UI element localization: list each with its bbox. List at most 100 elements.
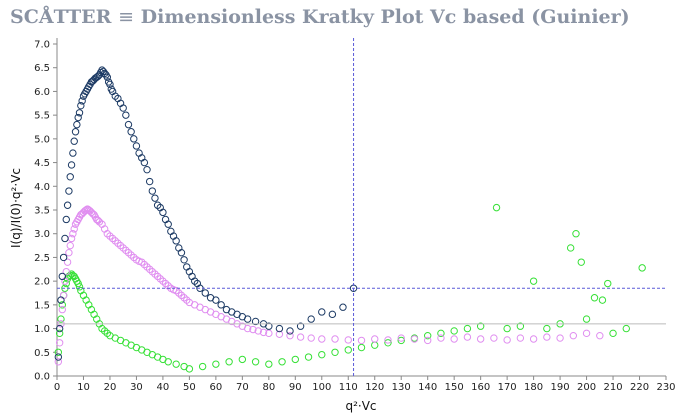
x-tick-label: 100 xyxy=(312,382,331,393)
data-point xyxy=(124,120,133,129)
data-point xyxy=(66,173,74,181)
data-point xyxy=(217,301,225,309)
data-point xyxy=(66,241,74,250)
x-tick-label: 160 xyxy=(471,382,490,393)
data-point xyxy=(437,334,445,342)
data-point xyxy=(463,324,472,333)
data-point xyxy=(185,365,194,373)
data-point xyxy=(140,158,149,167)
data-point xyxy=(304,353,313,361)
data-point xyxy=(516,334,525,342)
data-point xyxy=(503,324,511,333)
data-point xyxy=(55,339,64,347)
data-point xyxy=(384,339,392,347)
data-point xyxy=(384,336,392,344)
data-point xyxy=(172,237,180,245)
data-point xyxy=(65,187,73,195)
overlay-lines xyxy=(57,38,666,376)
data-point xyxy=(251,358,260,366)
data-point xyxy=(238,355,247,364)
data-point xyxy=(265,329,273,338)
data-point xyxy=(62,215,70,224)
data-point xyxy=(556,334,564,342)
data-point xyxy=(74,113,82,122)
data-point xyxy=(62,267,70,276)
data-point xyxy=(177,248,186,257)
data-point xyxy=(75,283,84,291)
data-point xyxy=(55,324,64,333)
data-point xyxy=(609,329,617,338)
data-point xyxy=(598,296,607,304)
y-tick-label: 4.0 xyxy=(34,182,50,193)
data-point xyxy=(529,335,538,343)
x-tick-label: 70 xyxy=(236,382,249,393)
data-point xyxy=(164,358,172,366)
data-point xyxy=(201,289,209,297)
x-tick-label: 210 xyxy=(603,382,622,393)
data-point xyxy=(397,334,405,342)
data-point xyxy=(596,331,604,340)
data-point xyxy=(397,336,405,345)
data-point xyxy=(61,234,69,243)
y-axis-label: I(q)/I(0)·q²·Vc xyxy=(9,168,23,248)
data-point xyxy=(74,279,82,288)
y-tick-label: 7.0 xyxy=(34,40,50,51)
data-point xyxy=(243,315,252,323)
data-point xyxy=(225,358,233,366)
data-point xyxy=(286,327,294,335)
y-tick-label: 4.5 xyxy=(34,158,50,169)
y-tick-label: 1.5 xyxy=(34,300,50,311)
y-tick-label: 3.0 xyxy=(34,229,50,240)
x-tick-label: 220 xyxy=(630,382,649,393)
data-point xyxy=(286,331,294,340)
x-tick-label: 180 xyxy=(524,382,543,393)
data-point xyxy=(582,315,591,323)
data-point xyxy=(71,128,80,136)
data-point xyxy=(130,135,138,143)
data-point xyxy=(423,336,432,345)
data-point xyxy=(198,362,207,371)
data-point xyxy=(151,194,159,202)
data-point xyxy=(212,296,220,304)
data-point xyxy=(543,333,551,341)
data-point xyxy=(54,353,63,361)
x-tick-label: 60 xyxy=(210,382,223,393)
data-point xyxy=(566,244,575,252)
data-point xyxy=(450,335,458,343)
data-point xyxy=(63,201,72,209)
data-point xyxy=(69,230,77,238)
y-tick-label: 5.0 xyxy=(34,134,50,145)
data-point xyxy=(344,346,352,354)
data-point xyxy=(66,271,74,280)
data-point xyxy=(127,128,135,136)
data-point xyxy=(328,310,337,319)
data-point xyxy=(344,336,352,344)
data-point xyxy=(275,324,284,333)
data-point xyxy=(55,329,64,338)
menu-lines-icon[interactable]: ≡ xyxy=(118,6,135,28)
data-point xyxy=(582,329,591,338)
data-point xyxy=(57,296,65,304)
x-tick-label: 80 xyxy=(262,382,275,393)
x-axis-label: q²·Vc xyxy=(345,399,376,413)
data-point xyxy=(638,264,646,272)
data-point xyxy=(251,317,260,326)
data-point xyxy=(604,279,612,288)
data-point xyxy=(159,208,167,217)
data-point xyxy=(132,142,141,150)
data-point xyxy=(259,328,268,337)
data-point xyxy=(58,301,66,309)
y-tick-label: 2.5 xyxy=(34,253,50,264)
x-tick-label: 30 xyxy=(130,382,143,393)
data-point xyxy=(172,360,180,368)
x-tick-label: 20 xyxy=(104,382,117,393)
x-tick-label: 170 xyxy=(498,382,517,393)
data-point xyxy=(148,187,157,195)
y-tick-label: 6.0 xyxy=(34,87,50,98)
data-point xyxy=(577,258,585,266)
x-tick-label: 110 xyxy=(339,382,358,393)
data-point xyxy=(529,277,538,285)
data-point xyxy=(503,336,511,344)
x-tick-label: 40 xyxy=(157,382,170,393)
